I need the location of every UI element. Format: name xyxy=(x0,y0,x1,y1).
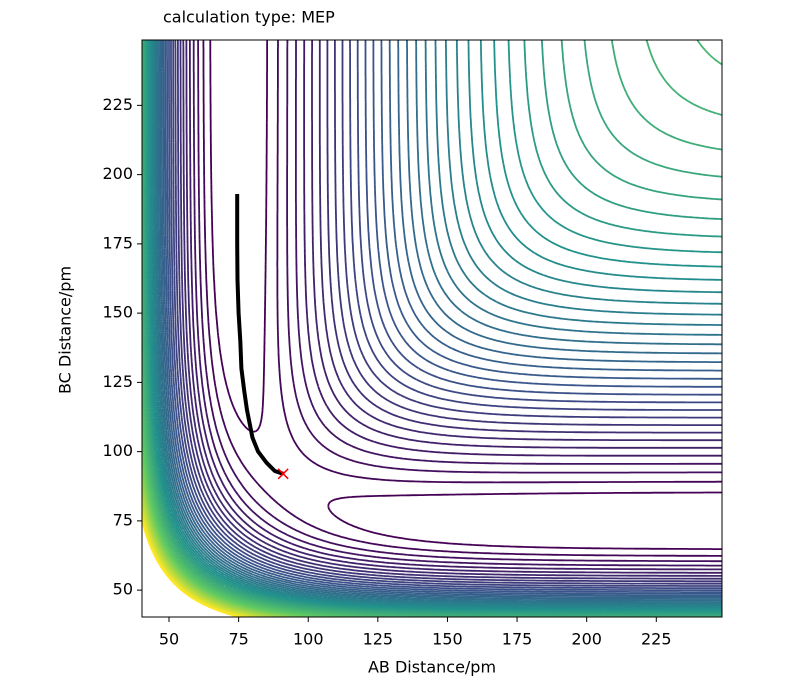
contour-line xyxy=(146,40,722,613)
x-axis-label: AB Distance/pm xyxy=(368,658,496,677)
x-tick-label: 225 xyxy=(641,630,672,649)
contour-line xyxy=(160,40,722,599)
contour-line xyxy=(202,40,722,557)
contour-line xyxy=(142,498,262,617)
plot-frame xyxy=(141,39,723,618)
x-tick-label: 100 xyxy=(293,630,324,649)
contour-line xyxy=(145,40,722,614)
mep-path xyxy=(235,194,284,476)
contour-line xyxy=(142,40,722,617)
chart-title: calculation type: MEP xyxy=(163,8,335,27)
contour-line xyxy=(142,493,267,617)
contour-line xyxy=(142,40,722,617)
contour-line xyxy=(154,40,722,605)
contour-line xyxy=(142,474,286,617)
contour-line xyxy=(142,405,355,617)
contour-line xyxy=(142,480,279,617)
contour-line xyxy=(142,40,722,617)
y-tick-label: 175 xyxy=(102,233,133,252)
contour-line xyxy=(142,40,722,617)
contour-line xyxy=(172,40,722,587)
marker-stroke xyxy=(277,468,289,480)
contour-line xyxy=(168,40,722,592)
contour-line xyxy=(156,40,722,603)
contour-line xyxy=(153,40,722,606)
x-tick-label: 125 xyxy=(363,630,394,649)
contour-line xyxy=(164,40,722,595)
y-tick-label: 200 xyxy=(102,164,133,183)
x-tick-label: 175 xyxy=(502,630,533,649)
contour-line xyxy=(149,40,722,610)
y-tick-label: 100 xyxy=(102,441,133,460)
contour-line xyxy=(192,40,722,567)
contour-line xyxy=(177,40,722,583)
contour-line xyxy=(170,40,722,590)
contour-line xyxy=(142,516,244,617)
x-tick-label: 150 xyxy=(432,630,463,649)
contour-line xyxy=(142,520,240,617)
y-tick-label: 225 xyxy=(102,95,133,114)
contour-line xyxy=(209,40,722,550)
y-tick-label: 50 xyxy=(113,580,133,599)
contour-line xyxy=(142,383,377,617)
contour-line xyxy=(166,40,722,593)
contour-line xyxy=(185,40,722,574)
contour-line xyxy=(142,512,248,617)
contour-line xyxy=(182,40,722,577)
contour-line xyxy=(151,40,722,608)
contour-line xyxy=(197,40,722,563)
contour-line xyxy=(142,422,338,617)
y-tick-label: 125 xyxy=(102,372,133,391)
contour-line xyxy=(142,508,252,617)
y-tick-label: 75 xyxy=(113,510,133,529)
contour-plot xyxy=(142,40,722,617)
contour-line xyxy=(150,40,722,609)
y-tick-label: 150 xyxy=(102,303,133,322)
contour-line xyxy=(142,447,312,617)
contour-line xyxy=(142,436,324,617)
contour-line xyxy=(142,466,294,617)
contour-line xyxy=(143,40,722,616)
contour-line xyxy=(148,40,722,611)
x-tick-label: 200 xyxy=(571,630,602,649)
contour-line xyxy=(144,40,722,615)
contour-line xyxy=(142,457,303,617)
contour-line xyxy=(157,40,722,602)
contour-line xyxy=(188,40,722,571)
contour-line xyxy=(142,503,257,617)
y-axis-label: BC Distance/pm xyxy=(56,266,75,394)
x-tick-label: 50 xyxy=(159,630,179,649)
contour-line xyxy=(174,40,722,585)
contour-line xyxy=(159,40,722,600)
transition-state-marker xyxy=(277,468,289,480)
contour-line xyxy=(179,40,722,580)
contour-line xyxy=(162,40,722,597)
x-tick-label: 75 xyxy=(228,630,248,649)
